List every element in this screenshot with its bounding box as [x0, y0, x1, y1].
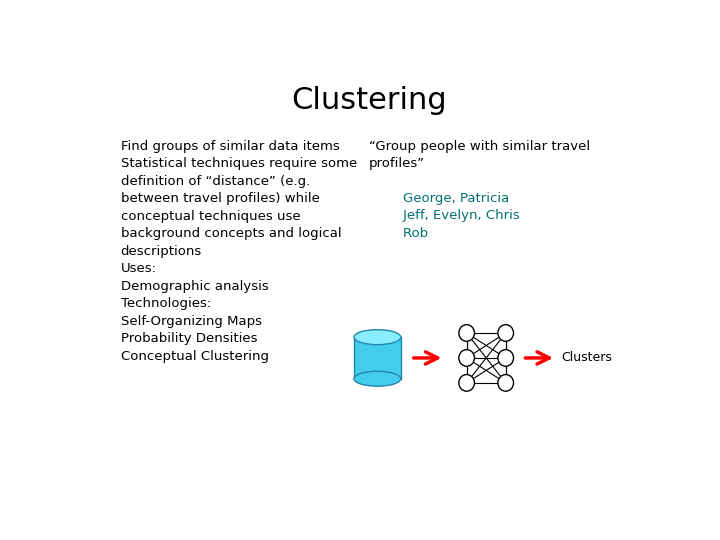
Ellipse shape	[459, 349, 474, 366]
Text: Clusters: Clusters	[562, 352, 613, 365]
Ellipse shape	[354, 371, 401, 386]
Bar	[354, 337, 401, 379]
Ellipse shape	[498, 375, 513, 391]
Text: George, Patricia
        Jeff, Evelyn, Chris
        Rob: George, Patricia Jeff, Evelyn, Chris Rob	[369, 192, 520, 240]
Ellipse shape	[459, 325, 474, 341]
Ellipse shape	[354, 329, 401, 345]
Text: “Group people with similar travel
profiles”: “Group people with similar travel profil…	[369, 140, 590, 170]
Ellipse shape	[498, 325, 513, 341]
Text: Clustering: Clustering	[291, 85, 447, 114]
Text: Find groups of similar data items
Statistical techniques require some
definition: Find groups of similar data items Statis…	[121, 140, 357, 363]
Ellipse shape	[459, 375, 474, 391]
Ellipse shape	[498, 349, 513, 366]
